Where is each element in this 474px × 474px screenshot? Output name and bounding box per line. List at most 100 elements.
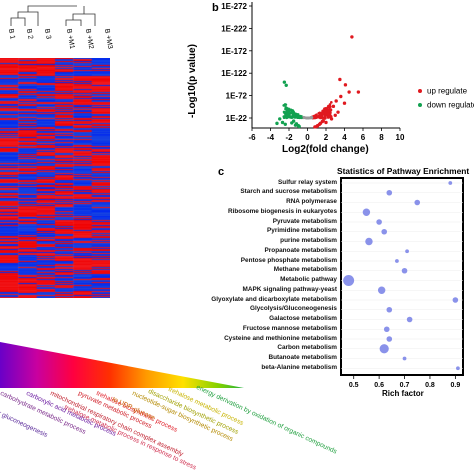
enrichment-point xyxy=(377,286,386,294)
enrichment-x-tick-label: 0.6 xyxy=(374,382,384,389)
volcano-bg-point xyxy=(318,113,322,117)
volcano-bg-point xyxy=(282,116,286,120)
enrichment-point xyxy=(414,199,421,206)
volcano-bg-point xyxy=(284,105,288,109)
pathway-label: Sulfur relay system xyxy=(278,178,337,186)
enrichment-point xyxy=(362,208,371,216)
volcano-x-tick-label: 6 xyxy=(361,133,366,142)
volcano-point-up xyxy=(329,117,334,121)
pathway-label: Fructose mannose metabolism xyxy=(242,324,337,332)
volcano-bg-point xyxy=(297,115,301,118)
enrichment-x-tick-label: 0.8 xyxy=(425,382,435,389)
volcano-point-up xyxy=(313,125,317,129)
volcano-point-up xyxy=(347,90,351,94)
panel-label-c: c xyxy=(218,166,225,178)
enrichment-plot: 0.5 0.6 0.7 0.8 0.9 xyxy=(340,177,464,389)
volcano-bg-point xyxy=(300,116,303,120)
volcano-point-up xyxy=(328,108,333,112)
legend-up-dot xyxy=(418,88,422,93)
volcano-point-down xyxy=(293,123,298,127)
volcano-bg-point xyxy=(321,111,325,115)
volcano-xlabel: Log2(fold change) xyxy=(282,144,369,155)
volcano-point-up xyxy=(343,83,348,87)
enrichment-point xyxy=(381,228,388,235)
volcano-bg-point xyxy=(321,109,324,113)
volcano-point-down xyxy=(283,122,287,126)
volcano-point-up xyxy=(331,104,336,109)
pathway-label: Ribosome biogenesis in eukaryotes xyxy=(227,207,337,215)
enrichment-point xyxy=(379,344,389,354)
enrichment-point xyxy=(402,356,407,361)
volcano-point-up xyxy=(321,118,325,123)
legend-down-dot xyxy=(418,102,422,107)
pathway-labels: Sulfur relay system Starch and sucrose me… xyxy=(180,0,337,390)
pathway-label: Glycolysis/Gluconeogenesis xyxy=(249,305,337,313)
enrichment-point xyxy=(386,189,393,196)
volcano-point-down xyxy=(290,121,294,125)
enrichment-point xyxy=(452,297,459,303)
legend-down: down regulate xyxy=(418,96,474,114)
enrichment-point xyxy=(406,316,413,323)
enrichment-point xyxy=(365,237,373,246)
enrichment-x-tick-label: 0.7 xyxy=(400,382,410,389)
pathway-label: Metabolic pathway xyxy=(280,276,337,283)
enrichment-x-tick-label: 0.5 xyxy=(349,382,359,389)
volcano-bg-point xyxy=(324,107,327,110)
volcano-point-up xyxy=(318,121,323,126)
volcano-bg-point xyxy=(289,108,292,112)
volcano-point-down xyxy=(275,121,279,126)
volcano-bg-point xyxy=(283,111,286,115)
volcano-point-up xyxy=(324,120,328,125)
pathway-label: beta-Alanine metabolism xyxy=(261,363,337,371)
volcano-point-down xyxy=(284,83,288,87)
enrichment-x-tick-label: 0.9 xyxy=(451,382,461,389)
volcano-bg-point xyxy=(302,116,306,119)
legend-up: up regulate xyxy=(418,82,467,100)
enrichment-point xyxy=(401,267,408,274)
enrichment-point xyxy=(405,249,409,254)
volcano-x-tick-label: -4 xyxy=(267,133,275,142)
volcano-point-down xyxy=(287,113,291,118)
volcano-bg-point xyxy=(315,116,318,119)
enrichment-point xyxy=(386,336,393,342)
volcano-bg-point xyxy=(291,111,295,115)
volcano-x-tick-label: 0 xyxy=(305,133,310,142)
volcano-point-up xyxy=(336,110,340,114)
volcano-bg-point xyxy=(323,111,327,114)
volcano-y-tick-label: 1E-222 xyxy=(221,24,247,33)
volcano-point-up xyxy=(327,114,331,119)
volcano-bg-point xyxy=(295,113,299,116)
heatmap-grid xyxy=(0,58,110,298)
enrichment-point xyxy=(376,219,382,225)
enrichment-title: Statistics of Pathway Enrichment xyxy=(337,166,470,176)
volcano-point-up xyxy=(333,113,337,118)
enrichment-point xyxy=(456,366,460,371)
volcano-bg-point xyxy=(284,113,287,117)
volcano-point-up xyxy=(350,35,354,39)
volcano-bg-point xyxy=(320,115,323,119)
enrichment-point xyxy=(343,275,355,286)
pathway-label: RNA polymerase xyxy=(286,198,337,205)
pathway-label: Pyrimidine metabolism xyxy=(267,227,337,235)
enrichment-point xyxy=(383,326,390,333)
volcano-y-tick-label: 1E-22 xyxy=(226,114,248,123)
legend-up-label: up regulate xyxy=(427,86,468,96)
volcano-point-up xyxy=(339,94,343,99)
pathway-label: Cysteine and methionine metabolism xyxy=(224,334,337,342)
volcano-bg-point xyxy=(291,109,294,112)
volcano-bg-point xyxy=(285,116,288,120)
volcano-x-tick-label: 2 xyxy=(324,133,329,142)
volcano-bg-point xyxy=(329,115,333,118)
volcano-y-tick-label: 1E-272 xyxy=(221,2,247,11)
volcano-point-down xyxy=(285,109,289,113)
volcano-legend: up regulate down regulate xyxy=(418,82,474,142)
volcano-point-down xyxy=(297,124,301,129)
pathway-label: Pentose phosphate metabolism xyxy=(240,256,337,264)
volcano-bg-point xyxy=(327,104,330,108)
volcano-x-tick-label: -2 xyxy=(285,133,293,142)
heatmap-panel: B 1 B 2 B 3 B +M1 B +M2 B +M3 xyxy=(0,0,113,300)
pathway-label: Glyoxylate and dicarboxylate metabolism xyxy=(211,295,337,303)
pathway-label: Galactose metabolism xyxy=(269,315,337,322)
